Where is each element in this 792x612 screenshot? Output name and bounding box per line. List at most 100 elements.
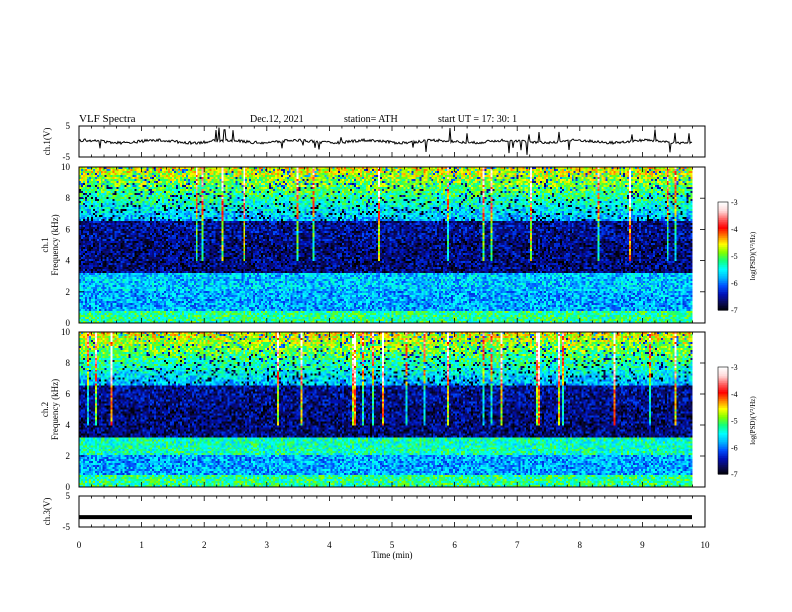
y-tick-label: 5 xyxy=(66,121,71,131)
colorbar-segment xyxy=(718,229,728,232)
colorbar-tick-label: -5 xyxy=(731,252,738,261)
colorbar-segment xyxy=(718,411,728,414)
colorbar-segment xyxy=(718,277,728,280)
colorbar-segment xyxy=(718,265,728,268)
y-tick-label: 4 xyxy=(66,256,71,266)
ch1-waveform-trace xyxy=(78,127,693,155)
x-tick-label: 4 xyxy=(327,540,332,550)
colorbar-segment xyxy=(718,261,728,264)
colorbar-segment xyxy=(718,250,728,253)
colorbar-segment xyxy=(718,441,728,445)
y-tick-label: 2 xyxy=(66,451,71,461)
colorbar-segment xyxy=(718,368,728,372)
colorbar-segment xyxy=(718,425,728,429)
colorbar-segment xyxy=(718,292,728,295)
colorbar-segment xyxy=(718,238,728,241)
colorbar-segment xyxy=(718,374,728,377)
colorbar-segment xyxy=(718,434,728,438)
colorbar-segment xyxy=(718,304,728,307)
colorbar-segment xyxy=(718,418,728,422)
colorbar-segment xyxy=(718,449,728,452)
colorbar-segment xyxy=(718,447,728,450)
colorbar-segment xyxy=(718,288,728,291)
y-tick-label: 5 xyxy=(66,491,71,501)
colorbar-segment xyxy=(718,266,728,270)
colorbar-segment xyxy=(718,367,728,370)
y-tick-label: 0 xyxy=(66,318,71,328)
colorbar-segment xyxy=(718,408,728,411)
ch1-spectrogram-layer xyxy=(79,167,693,323)
colorbar-segment xyxy=(718,402,728,406)
date-label: Dec.12, 2021 xyxy=(250,114,304,125)
colorbar-segment xyxy=(718,247,728,250)
colorbar-tick-label: -6 xyxy=(731,279,738,288)
x-tick-label: 3 xyxy=(265,540,270,550)
colorbar-segment xyxy=(718,257,728,261)
x-tick-label: 10 xyxy=(701,540,711,550)
colorbar-segment xyxy=(718,274,728,277)
colorbar-segment xyxy=(718,239,728,243)
y-axis-label: Frequency (kHz) xyxy=(50,214,60,275)
ch2-spectrogram-layer xyxy=(79,332,693,487)
colorbar-segment xyxy=(718,301,728,304)
colorbar-segment xyxy=(718,236,728,239)
y-tick-label: 6 xyxy=(66,224,71,234)
colorbar-tick-label: -3 xyxy=(731,198,738,207)
colorbar-segment xyxy=(718,436,728,439)
colorbar-segment xyxy=(718,422,728,425)
colorbar-segment xyxy=(718,306,728,309)
y-axis-label: Frequency (kHz) xyxy=(50,379,60,440)
colorbar-segment xyxy=(718,243,728,246)
y-tick-label: 10 xyxy=(61,327,71,337)
colorbar-segment xyxy=(718,450,728,454)
colorbar-segment xyxy=(718,223,728,226)
colorbar-segment xyxy=(718,248,728,252)
colorbar-segment xyxy=(718,415,728,418)
colorbar-segment xyxy=(718,207,728,210)
colorbar-segment xyxy=(718,384,728,388)
y-tick-label: -5 xyxy=(63,522,71,532)
colorbar-segment xyxy=(718,283,728,286)
colorbar-segment xyxy=(718,302,728,306)
colorbar-segment xyxy=(718,456,728,459)
colorbar-segment xyxy=(718,432,728,436)
tick-marks xyxy=(78,126,706,527)
colorbar-segment xyxy=(718,205,728,208)
colorbar-segment xyxy=(718,406,728,409)
colorbar-segment xyxy=(718,254,728,257)
colorbar-segment xyxy=(718,427,728,431)
colorbar-segment xyxy=(718,293,728,297)
colorbar-segment xyxy=(718,297,728,300)
colorbar-segment xyxy=(718,272,728,275)
x-tick-label: 2 xyxy=(202,540,207,550)
colorbar-segment xyxy=(718,472,728,475)
x-tick-label: 0 xyxy=(77,540,82,550)
y-tick-label: 8 xyxy=(66,358,71,368)
y-tick-label: -5 xyxy=(63,152,71,162)
colorbar-segment xyxy=(718,214,728,217)
x-tick-label: 9 xyxy=(640,540,645,550)
colorbar-segment xyxy=(718,221,728,225)
colorbar-segment xyxy=(718,393,728,397)
colorbar-segment xyxy=(718,299,728,302)
y-axis-label: ch.1 xyxy=(40,237,50,252)
colorbar-tick-label: -5 xyxy=(731,417,738,426)
colorbar-segment xyxy=(718,225,728,228)
colorbar-segment xyxy=(718,445,728,448)
colorbar-segment xyxy=(718,370,728,373)
y-tick-label: 6 xyxy=(66,389,71,399)
colorbar-segment xyxy=(718,209,728,212)
colorbar-segment xyxy=(718,227,728,230)
colorbar-segment xyxy=(718,234,728,237)
colorbar-segment xyxy=(718,395,728,398)
x-tick-label: 5 xyxy=(390,540,395,550)
colorbar-segment xyxy=(718,232,728,235)
colorbar-segment xyxy=(718,420,728,423)
figure-title: VLF Spectra xyxy=(79,113,136,125)
colorbar-frame xyxy=(717,366,729,475)
colorbar-segment xyxy=(718,275,728,279)
colorbar-tick-label: -7 xyxy=(731,470,738,479)
colorbar-segment xyxy=(718,400,728,404)
colorbar-segment xyxy=(718,379,728,382)
